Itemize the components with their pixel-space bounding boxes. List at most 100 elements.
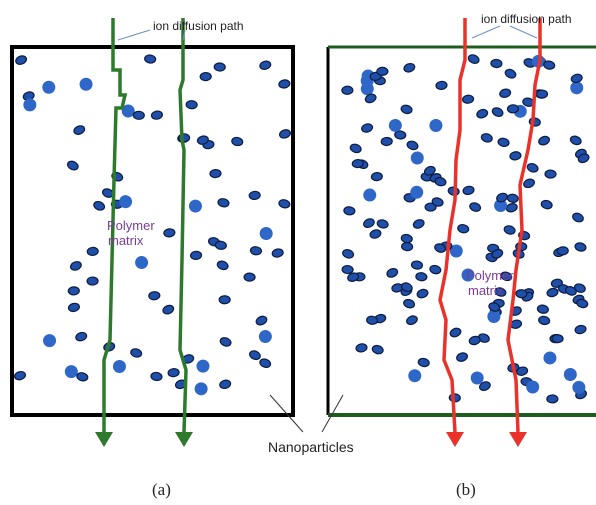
nanoparticle bbox=[217, 198, 230, 208]
arrow bbox=[471, 25, 501, 39]
arrow-head bbox=[446, 432, 464, 447]
nanoparticle bbox=[509, 151, 522, 161]
nanoparticle bbox=[461, 94, 475, 104]
caption: (a) bbox=[152, 480, 171, 499]
nanoparticle bbox=[199, 71, 212, 82]
nanoparticle bbox=[342, 249, 355, 259]
nanoparticle bbox=[66, 160, 79, 171]
nanoparticle bbox=[42, 80, 56, 94]
nanoparticle bbox=[467, 54, 480, 64]
nanoparticle bbox=[564, 286, 577, 296]
nanoparticle bbox=[67, 286, 80, 296]
nanoparticle bbox=[499, 88, 512, 98]
nanoparticle bbox=[540, 199, 553, 210]
nanoparticle bbox=[185, 100, 198, 110]
nanoparticle bbox=[394, 130, 407, 140]
annotation: ion diffusion path bbox=[153, 19, 244, 33]
nanoparticle bbox=[188, 199, 202, 213]
nanoparticle bbox=[494, 287, 507, 297]
region-label: matrix bbox=[468, 283, 504, 298]
nanoparticle bbox=[536, 304, 549, 314]
nanoparticle bbox=[457, 224, 470, 234]
arrow bbox=[509, 25, 538, 39]
arrow-head bbox=[509, 432, 527, 447]
nanoparticle bbox=[364, 93, 377, 104]
nanoparticle bbox=[64, 365, 78, 379]
nanoparticle bbox=[75, 331, 88, 342]
nanoparticle bbox=[543, 60, 556, 70]
nanoparticle bbox=[569, 135, 582, 146]
nanoparticle bbox=[400, 104, 413, 115]
nanoparticle bbox=[216, 260, 229, 271]
nanoparticle bbox=[544, 169, 557, 179]
nanoparticle bbox=[86, 276, 99, 286]
nanoparticle bbox=[258, 330, 272, 344]
nanoparticle bbox=[574, 242, 587, 252]
nanoparticle bbox=[76, 372, 89, 382]
nanoparticle bbox=[403, 62, 416, 73]
nanoparticle bbox=[351, 158, 364, 169]
nanoparticle bbox=[259, 60, 272, 70]
nanoparticle bbox=[196, 359, 210, 373]
nanoparticle bbox=[551, 334, 564, 344]
nanoparticle bbox=[563, 367, 577, 381]
nanoparticle bbox=[415, 272, 428, 282]
nanoparticle bbox=[535, 89, 549, 99]
nanoparticle bbox=[410, 260, 424, 270]
callout-arrows bbox=[269, 394, 344, 433]
nanoparticle bbox=[516, 366, 529, 376]
nanoparticle bbox=[196, 135, 209, 145]
nanoparticle bbox=[577, 153, 590, 164]
nanoparticle bbox=[456, 352, 469, 362]
nanoparticle bbox=[278, 199, 291, 209]
nanoparticle bbox=[93, 200, 106, 211]
nanoparticle bbox=[130, 348, 143, 358]
nanoparticle bbox=[506, 193, 519, 203]
nanoparticle bbox=[573, 283, 586, 293]
nanoparticle bbox=[449, 244, 463, 258]
nanoparticle bbox=[574, 324, 587, 335]
annotation: ion diffusion path bbox=[481, 12, 572, 26]
nanoparticle bbox=[515, 289, 528, 299]
nanoparticle bbox=[431, 197, 444, 207]
nanoparticle bbox=[429, 118, 443, 132]
nanoparticle bbox=[43, 334, 57, 348]
nanoparticle bbox=[219, 337, 232, 347]
nanoparticle bbox=[491, 107, 504, 118]
nanoparticle bbox=[255, 315, 268, 326]
nanoparticle bbox=[388, 118, 402, 132]
annotation-arrows bbox=[117, 25, 538, 41]
nanoparticle bbox=[341, 85, 354, 95]
nanoparticle bbox=[144, 54, 157, 64]
arrow-head bbox=[95, 432, 113, 447]
nanoparticle bbox=[435, 80, 448, 91]
nanoparticle bbox=[480, 133, 493, 143]
diffusion-path bbox=[506, 18, 542, 433]
nanoparticle bbox=[376, 219, 389, 229]
nanoparticle bbox=[119, 195, 133, 209]
nanoparticle bbox=[67, 302, 80, 313]
nanoparticle bbox=[434, 176, 447, 187]
nanoparticle bbox=[86, 246, 99, 257]
arrow bbox=[182, 29, 186, 41]
nanoparticle bbox=[504, 68, 517, 79]
nanoparticle bbox=[148, 291, 161, 301]
nanoparticle bbox=[556, 246, 569, 256]
nanoparticle bbox=[279, 129, 291, 139]
nanoparticle bbox=[572, 380, 586, 394]
nanoparticle bbox=[401, 242, 414, 252]
nanoparticle bbox=[259, 227, 273, 241]
nanoparticle bbox=[150, 110, 164, 120]
nanoparticle bbox=[403, 298, 416, 309]
nanoparticle bbox=[341, 264, 354, 275]
nanoparticle bbox=[406, 140, 419, 151]
nanoparticle bbox=[488, 302, 501, 312]
nanoparticle bbox=[449, 327, 462, 338]
nanoparticle bbox=[209, 168, 222, 179]
diffusion-path bbox=[438, 18, 467, 433]
nanoparticle bbox=[416, 288, 429, 299]
nanoparticle bbox=[363, 188, 377, 202]
nanoparticle bbox=[468, 335, 481, 346]
nanoparticle bbox=[231, 136, 244, 147]
